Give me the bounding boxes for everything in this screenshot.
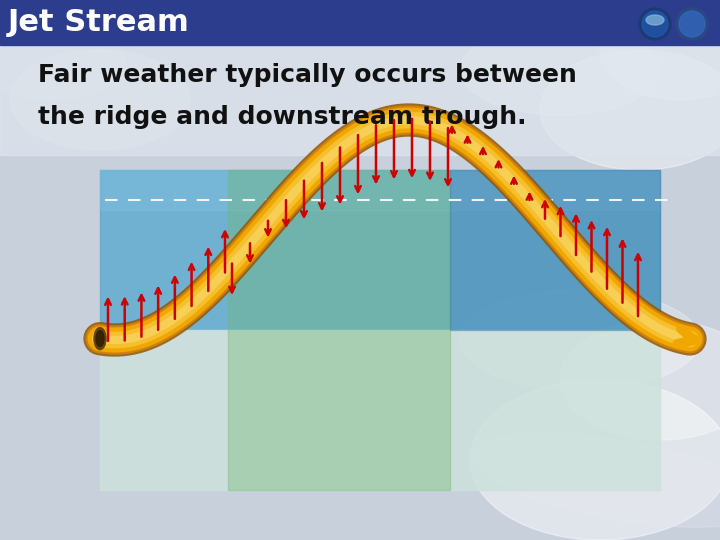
Ellipse shape bbox=[0, 20, 125, 100]
Bar bbox=[228, 170, 450, 490]
Bar bbox=[0, 45, 720, 155]
Bar bbox=[100, 330, 660, 490]
Ellipse shape bbox=[600, 0, 720, 100]
Text: the ridge and downstream trough.: the ridge and downstream trough. bbox=[38, 105, 526, 129]
Ellipse shape bbox=[96, 330, 104, 347]
Bar bbox=[100, 170, 660, 330]
Text: Jet Stream: Jet Stream bbox=[8, 8, 190, 37]
Ellipse shape bbox=[639, 8, 671, 40]
Ellipse shape bbox=[10, 50, 190, 150]
Ellipse shape bbox=[460, 25, 660, 115]
Ellipse shape bbox=[470, 380, 720, 540]
Bar bbox=[100, 170, 660, 210]
Ellipse shape bbox=[676, 8, 708, 40]
Bar bbox=[100, 330, 660, 490]
Bar bbox=[0, 0, 720, 45]
Ellipse shape bbox=[540, 50, 720, 170]
Bar bbox=[450, 170, 660, 330]
Ellipse shape bbox=[560, 320, 720, 440]
Ellipse shape bbox=[646, 15, 664, 25]
Ellipse shape bbox=[460, 290, 700, 390]
Ellipse shape bbox=[642, 11, 668, 37]
Ellipse shape bbox=[94, 328, 106, 349]
Ellipse shape bbox=[472, 433, 720, 527]
Ellipse shape bbox=[679, 11, 705, 37]
Text: Fair weather typically occurs between: Fair weather typically occurs between bbox=[38, 63, 577, 87]
